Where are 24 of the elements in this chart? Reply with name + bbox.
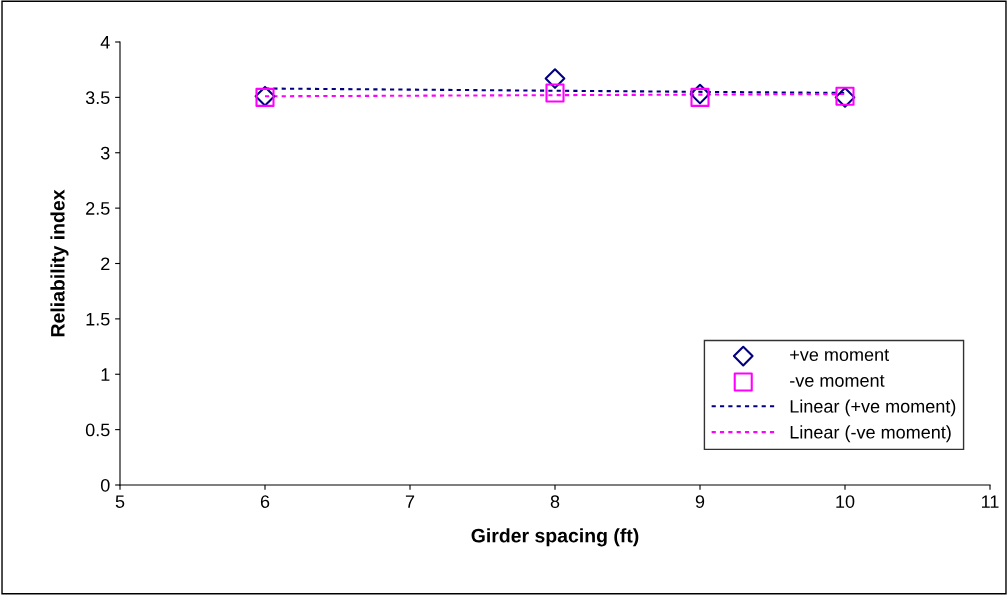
x-tick-label: 6: [260, 495, 270, 508]
legend-label: -ve moment: [790, 375, 885, 387]
y-axis-title: Reliability index: [50, 189, 69, 337]
x-tick-label: 10: [836, 495, 855, 508]
y-tick-label: 0: [100, 478, 110, 492]
x-tick-label: 5: [115, 495, 125, 508]
y-tick-label: 4: [100, 36, 110, 49]
point: [545, 83, 565, 103]
y-tick-label: 1: [101, 368, 110, 381]
legend-label: Linear (-ve moment): [790, 425, 951, 443]
x-tick-label: 11: [982, 495, 999, 508]
legend-label: +ve moment: [790, 349, 889, 362]
y-tick-label: 0.5: [85, 423, 110, 437]
x-axis-title: Girder spacing (ft): [471, 528, 639, 547]
x-tick-label: 7: [405, 495, 415, 508]
y-tick-label: 2: [101, 257, 110, 271]
y-tick-label: 3.5: [85, 91, 110, 105]
x-tick-label: 8: [550, 495, 560, 508]
y-tick-label: 1.5: [86, 313, 110, 326]
y-tick-label: 2.5: [86, 202, 110, 215]
y-tick-label: 3: [100, 146, 110, 160]
x-tick-label: 9: [695, 495, 705, 508]
point: [544, 68, 566, 89]
legend-label: Linear (+ve moment): [790, 399, 956, 417]
